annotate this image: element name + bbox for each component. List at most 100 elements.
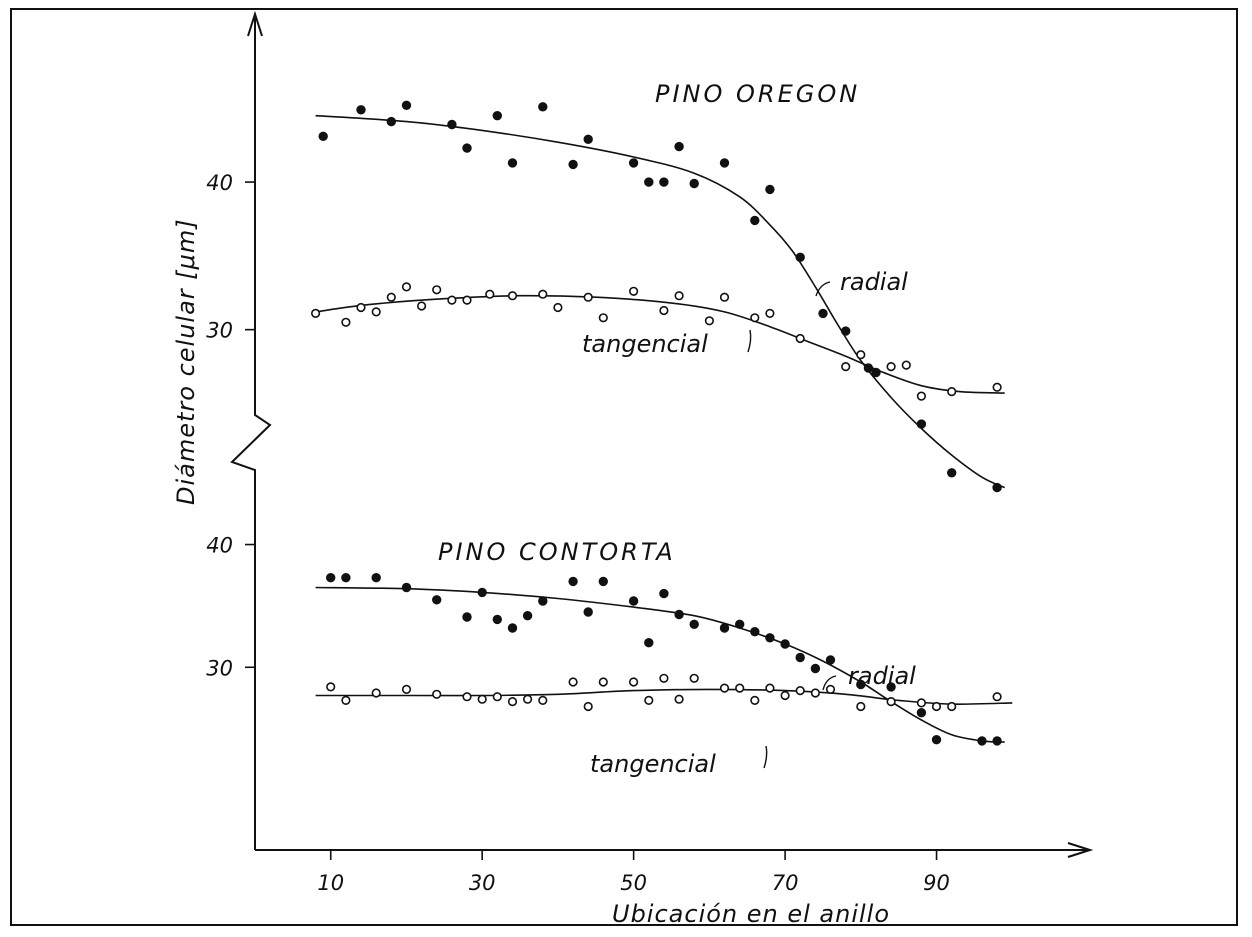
point-tangencial-oregon-0	[311, 308, 321, 319]
point-radial-contorta-30	[931, 735, 942, 745]
point-radial-oregon-3	[401, 100, 412, 111]
point-tangencial-contorta-14	[628, 677, 639, 687]
point-tangencial-contorta-13	[598, 677, 608, 687]
point-radial-contorta-18	[689, 619, 699, 629]
point-tangencial-contorta-9	[522, 694, 533, 704]
point-radial-contorta-10	[538, 596, 548, 606]
point-tangencial-contorta-17	[674, 694, 684, 704]
y-tick-label-contorta-30: 30	[206, 656, 233, 680]
point-radial-contorta-14	[628, 596, 639, 606]
point-tangencial-contorta-6	[477, 694, 487, 704]
point-radial-contorta-16	[659, 588, 669, 599]
point-radial-oregon-26	[992, 482, 1002, 493]
data-points	[311, 100, 1002, 746]
point-tangencial-oregon-6	[417, 301, 427, 311]
point-tangencial-oregon-1	[341, 317, 351, 327]
point-tangencial-contorta-31	[947, 701, 957, 712]
point-radial-contorta-5	[462, 612, 472, 622]
point-radial-contorta-2	[371, 573, 381, 583]
point-tangencial-oregon-26	[886, 362, 896, 372]
point-tangencial-oregon-18	[674, 291, 684, 301]
point-radial-contorta-13	[598, 576, 608, 587]
point-tangencial-oregon-5	[401, 282, 412, 292]
point-tangencial-contorta-2	[371, 688, 381, 698]
panel-title-contorta: PINO CONTORTA	[438, 538, 676, 566]
point-radial-contorta-20	[735, 619, 745, 629]
y-axis-title: Diámetro celular [μm]	[172, 218, 200, 505]
point-radial-oregon-2	[386, 116, 396, 127]
panel-title-oregon: PINO OREGON	[655, 80, 860, 108]
point-tangencial-contorta-30	[931, 701, 942, 712]
point-tangencial-oregon-10	[485, 289, 495, 299]
point-radial-contorta-29	[916, 708, 927, 718]
point-radial-oregon-19	[795, 252, 805, 262]
point-radial-oregon-10	[583, 134, 593, 145]
y-tick-label-contorta-40: 40	[206, 534, 233, 558]
point-tangencial-contorta-20	[735, 683, 745, 693]
point-radial-contorta-17	[674, 609, 684, 620]
point-radial-contorta-28	[886, 682, 896, 692]
point-tangencial-oregon-30	[992, 382, 1002, 392]
point-tangencial-contorta-5	[462, 692, 472, 702]
point-radial-oregon-0	[318, 131, 328, 142]
point-radial-contorta-0	[326, 573, 336, 583]
radial-leader-oregon	[815, 281, 831, 297]
point-radial-contorta-15	[644, 638, 654, 648]
point-tangencial-contorta-21	[750, 695, 760, 706]
point-tangencial-contorta-29	[916, 698, 927, 708]
point-radial-contorta-4	[432, 595, 442, 605]
point-radial-contorta-27	[856, 679, 866, 690]
tangencial-leader-contorta	[763, 745, 768, 769]
point-radial-oregon-24	[916, 419, 927, 429]
point-radial-oregon-6	[492, 111, 502, 121]
point-tangencial-oregon-19	[704, 316, 715, 326]
point-radial-contorta-25	[810, 663, 821, 674]
point-tangencial-oregon-3	[371, 307, 381, 317]
point-radial-oregon-1	[356, 105, 366, 115]
point-radial-contorta-7	[492, 614, 502, 625]
fit-line-tangencial-oregon	[315, 294, 1005, 394]
y-axis-arrowhead	[247, 10, 263, 37]
point-radial-oregon-17	[750, 215, 760, 226]
point-tangencial-oregon-13	[553, 302, 563, 313]
point-tangencial-contorta-7	[492, 692, 502, 702]
point-tangencial-contorta-23	[780, 690, 790, 701]
point-tangencial-oregon-29	[947, 387, 957, 397]
point-tangencial-contorta-8	[507, 696, 518, 707]
labels: PINO OREGON PINO CONTORTA radial tangenc…	[172, 80, 916, 928]
point-radial-oregon-13	[659, 177, 669, 187]
point-radial-oregon-4	[447, 119, 457, 130]
x-tick-label-30: 30	[469, 871, 496, 895]
point-radial-oregon-7	[507, 158, 518, 168]
point-radial-oregon-5	[462, 143, 472, 153]
point-tangencial-oregon-28	[916, 391, 927, 401]
point-tangencial-contorta-27	[856, 701, 866, 712]
point-radial-oregon-15	[689, 178, 699, 189]
point-radial-contorta-22	[765, 633, 775, 643]
point-radial-oregon-21	[841, 326, 851, 336]
point-tangencial-contorta-1	[341, 695, 351, 706]
point-tangencial-oregon-27	[901, 360, 911, 370]
radial-leader-contorta	[822, 675, 837, 691]
point-radial-oregon-25	[947, 468, 957, 478]
point-tangencial-oregon-22	[765, 308, 775, 319]
point-radial-oregon-9	[568, 159, 578, 170]
point-radial-contorta-32	[992, 736, 1002, 746]
point-radial-contorta-11	[568, 576, 578, 587]
fit-line-tangencial-contorta	[315, 688, 1013, 705]
y-tick-label-oregon-30: 30	[206, 319, 233, 343]
point-tangencial-oregon-2	[356, 302, 366, 313]
point-tangencial-oregon-14	[583, 292, 593, 302]
point-tangencial-contorta-12	[583, 701, 593, 712]
series-label-tangencial-contorta: tangencial	[590, 750, 716, 778]
point-radial-contorta-1	[341, 573, 351, 583]
point-radial-oregon-22	[863, 363, 874, 373]
point-tangencial-oregon-15	[598, 313, 608, 323]
point-tangencial-contorta-3	[401, 684, 412, 695]
point-radial-oregon-16	[719, 158, 730, 168]
point-radial-contorta-19	[719, 623, 730, 633]
point-radial-contorta-26	[825, 655, 836, 665]
point-radial-contorta-12	[583, 607, 593, 617]
x-tick-label-50: 50	[620, 871, 647, 895]
